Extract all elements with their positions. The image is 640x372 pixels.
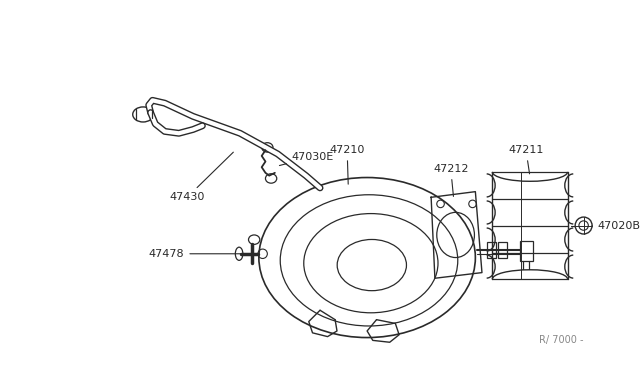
- Text: 47210: 47210: [330, 145, 365, 184]
- Bar: [520, 241, 532, 261]
- Text: 47478: 47478: [148, 249, 242, 259]
- Text: 47212: 47212: [433, 164, 468, 196]
- Text: 47020B: 47020B: [592, 221, 640, 231]
- Text: R/ 7000 -: R/ 7000 -: [539, 335, 584, 345]
- Text: 47030E: 47030E: [280, 152, 334, 166]
- Bar: [486, 243, 496, 257]
- Text: 47430: 47430: [170, 152, 234, 202]
- Text: 47211: 47211: [508, 145, 544, 174]
- Bar: [498, 243, 508, 257]
